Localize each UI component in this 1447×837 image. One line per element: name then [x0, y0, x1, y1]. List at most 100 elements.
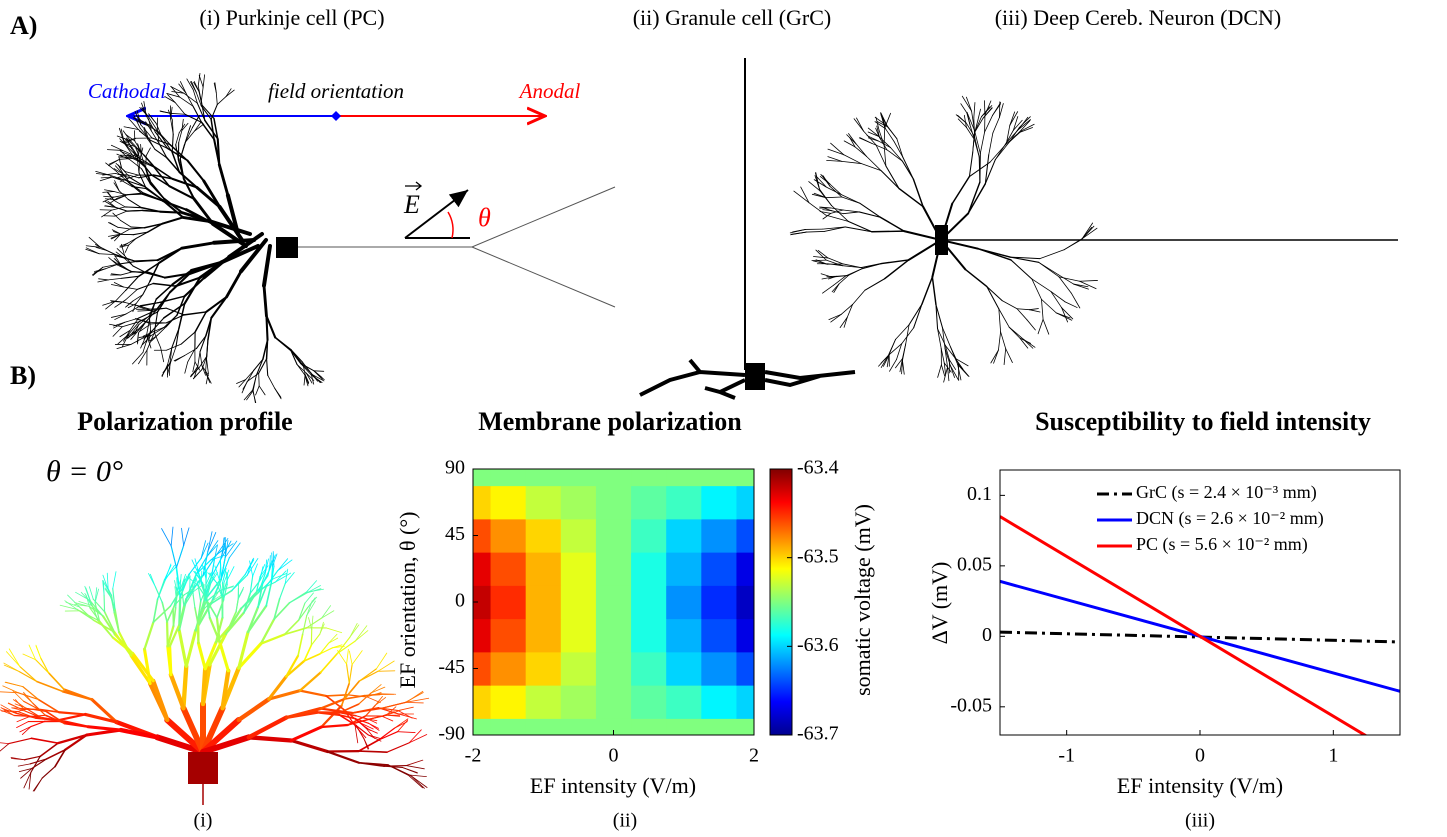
branch	[194, 606, 199, 625]
branch	[216, 538, 229, 555]
branch	[85, 247, 100, 255]
branch	[821, 276, 833, 280]
branch	[154, 148, 168, 159]
branch	[147, 317, 165, 336]
branch	[197, 586, 202, 603]
branch	[901, 327, 915, 345]
branch	[183, 348, 197, 357]
branch	[354, 630, 369, 642]
heatmap-cell	[631, 518, 667, 553]
colorbar	[769, 468, 793, 736]
branch	[830, 142, 845, 156]
branch	[252, 375, 257, 392]
branch	[860, 163, 882, 172]
branch	[19, 665, 38, 683]
branch	[25, 708, 43, 719]
branch	[883, 144, 887, 167]
branch	[132, 117, 145, 125]
branch	[118, 727, 160, 740]
branch	[117, 174, 129, 178]
branch	[843, 154, 862, 164]
branch	[104, 198, 117, 201]
branch	[125, 300, 134, 308]
branch	[205, 583, 212, 600]
branch	[998, 308, 1001, 333]
branch	[35, 680, 64, 693]
branch	[889, 343, 903, 355]
branch	[820, 273, 833, 278]
branch	[358, 668, 377, 682]
branch	[157, 326, 167, 336]
heatmap-cell	[666, 718, 702, 735]
branch	[117, 173, 129, 176]
branch	[321, 610, 335, 619]
branch	[1022, 338, 1036, 348]
branch	[827, 263, 843, 267]
branch	[157, 579, 166, 600]
branch	[198, 355, 208, 369]
branch	[833, 275, 847, 286]
branch	[121, 321, 140, 328]
branch	[177, 628, 188, 668]
branch	[113, 182, 120, 192]
branch	[340, 682, 351, 707]
branch	[993, 349, 999, 364]
branch	[843, 140, 856, 148]
branch	[161, 199, 188, 211]
branch	[11, 707, 26, 712]
anodal-label: Anodal	[518, 79, 581, 103]
branch	[370, 684, 382, 694]
branch	[117, 226, 131, 230]
panel-tag: (i)	[194, 810, 213, 832]
branch	[903, 230, 942, 241]
branch	[826, 159, 843, 162]
branch	[255, 385, 260, 396]
branch	[125, 275, 140, 291]
branch	[114, 608, 120, 633]
heatmap-cell	[736, 518, 754, 553]
branch	[957, 364, 969, 377]
branch	[986, 286, 1000, 310]
branch	[831, 275, 847, 278]
branch	[246, 557, 259, 576]
branch	[1016, 308, 1028, 321]
branch	[1018, 127, 1033, 134]
heatmap-cell	[560, 469, 597, 487]
branch	[34, 659, 50, 674]
branch	[273, 598, 281, 621]
heatmap-cell	[701, 552, 737, 586]
branch	[151, 678, 170, 723]
y-tick-label: -90	[438, 723, 465, 745]
heatmap-cell	[525, 685, 562, 719]
branch	[871, 230, 905, 233]
branch	[884, 112, 892, 129]
branch	[259, 618, 276, 645]
heatmap-cell	[490, 685, 527, 719]
branch	[134, 140, 143, 154]
branch	[121, 242, 128, 248]
branch	[166, 644, 173, 677]
branch	[175, 327, 180, 348]
pc-soma	[276, 237, 298, 258]
branch	[1016, 308, 1030, 311]
branch	[348, 650, 353, 665]
branch	[106, 149, 124, 151]
branch	[196, 568, 202, 585]
branch	[23, 691, 34, 704]
purkinje-polarization	[0, 526, 430, 792]
branch	[305, 580, 318, 593]
branch	[133, 145, 145, 156]
branch	[998, 308, 1010, 328]
branch	[183, 276, 206, 298]
branch	[168, 624, 181, 648]
branch	[274, 336, 292, 351]
branch	[378, 731, 399, 741]
branch	[386, 742, 410, 753]
branch	[107, 200, 116, 208]
branch	[192, 89, 198, 104]
branch	[23, 771, 32, 789]
branch	[40, 657, 50, 674]
branch	[119, 244, 130, 248]
branch	[249, 575, 254, 595]
branch	[149, 139, 169, 149]
